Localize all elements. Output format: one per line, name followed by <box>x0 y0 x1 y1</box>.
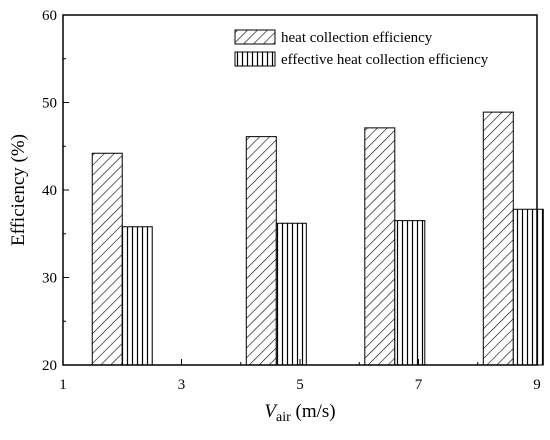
x-axis-title-subscript: air <box>276 410 291 425</box>
y-tick-label: 30 <box>42 271 57 287</box>
y-tick-label: 40 <box>42 183 57 199</box>
legend-swatch-effective-heat-collection <box>234 51 276 67</box>
x-tick-label: 1 <box>59 377 67 393</box>
y-tick-label: 50 <box>42 96 57 112</box>
y-tick-label: 60 <box>42 8 57 24</box>
x-tick-label: 7 <box>415 377 423 393</box>
y-tick-label: 20 <box>42 358 57 374</box>
tick-labels: 1 3 5 7 9 20 30 40 50 60 <box>42 8 541 393</box>
x-axis-title: Vair (m/s) <box>264 401 335 425</box>
bar-series1-1 <box>275 222 307 366</box>
bar-series0-0 <box>91 152 123 366</box>
x-axis-title-symbol: V <box>264 401 278 422</box>
bar-series1-2 <box>394 220 426 366</box>
x-tick-label: 5 <box>296 377 304 393</box>
bar-series0-2 <box>364 127 396 366</box>
x-axis-title-unit: (m/s) <box>291 401 336 422</box>
legend-label-effective-heat-collection: effective heat collection efficiency <box>281 52 489 68</box>
legend-label-heat-collection: heat collection efficiency <box>281 30 433 46</box>
bar-series1-0 <box>121 226 153 366</box>
x-tick-label: 3 <box>178 377 186 393</box>
x-tick-label: 9 <box>533 377 541 393</box>
y-axis-title: Efficiency (%) <box>8 134 29 246</box>
bar-series1-3 <box>512 208 544 366</box>
axis-ticks <box>62 14 538 366</box>
bar-series0-3 <box>482 111 514 366</box>
bars-group <box>91 111 544 366</box>
legend-swatch-heat-collection <box>234 29 276 45</box>
bar-series0-1 <box>245 136 277 366</box>
legend: heat collection efficiency effective hea… <box>234 29 489 68</box>
